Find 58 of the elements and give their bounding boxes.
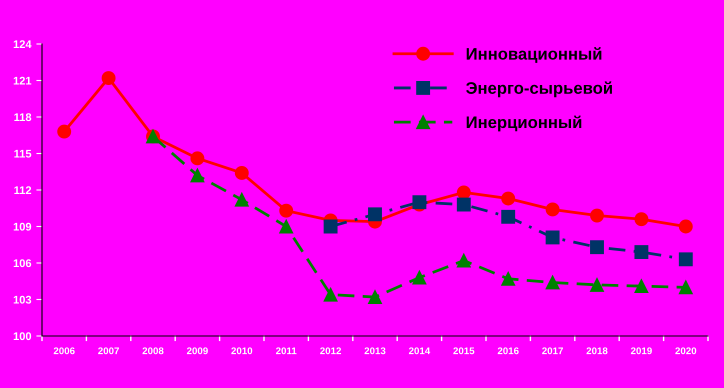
y-tick-label: 121 <box>14 76 32 85</box>
y-tick-label: 115 <box>14 150 32 158</box>
y-tick-label: 106 <box>14 259 32 268</box>
x-tick-label: 2018 <box>586 347 608 354</box>
point <box>456 185 471 200</box>
point <box>634 212 648 226</box>
y-tick-label: 109 <box>14 222 32 231</box>
x-tick-label: 2020 <box>675 347 696 354</box>
point <box>324 288 338 302</box>
point <box>102 71 116 86</box>
point <box>501 272 516 286</box>
point <box>279 204 294 218</box>
point <box>456 254 471 268</box>
point <box>234 166 249 180</box>
x-tick-label: 2019 <box>630 347 652 354</box>
point <box>546 230 560 244</box>
x-tick-label: 2010 <box>231 347 252 354</box>
point <box>190 168 204 182</box>
point <box>456 198 471 212</box>
point <box>234 192 249 207</box>
point <box>190 151 204 166</box>
point <box>634 279 648 294</box>
point <box>368 290 382 304</box>
point <box>501 192 516 206</box>
x-tick-label: 2017 <box>542 347 563 354</box>
legend-label: Энерго-сырьевой <box>466 81 612 98</box>
y-tick-label: 103 <box>14 296 32 304</box>
y-tick-label: 100 <box>14 332 32 340</box>
x-tick-label: 2016 <box>498 347 519 354</box>
point <box>590 208 604 222</box>
x-tick-label: 2015 <box>453 347 474 354</box>
point <box>412 270 426 285</box>
point <box>678 280 693 294</box>
point <box>590 278 604 292</box>
point <box>590 240 604 254</box>
point <box>634 245 648 259</box>
x-tick-label: 2013 <box>364 347 386 354</box>
point <box>324 220 338 234</box>
x-tick-label: 2011 <box>276 347 296 354</box>
point <box>546 276 560 290</box>
point <box>501 210 516 224</box>
y-tick-label: 112 <box>14 186 32 194</box>
x-tick-label: 2006 <box>54 347 75 354</box>
point <box>678 252 693 266</box>
point <box>546 202 560 216</box>
x-tick-label: 2008 <box>142 347 164 354</box>
x-tick-label: 2007 <box>98 347 119 354</box>
point <box>678 220 693 234</box>
point <box>368 207 382 222</box>
point <box>279 220 294 234</box>
legend-label: Инерционный <box>466 116 582 132</box>
point <box>57 124 72 139</box>
y-tick-label: 118 <box>14 113 32 122</box>
x-tick-label: 2014 <box>408 347 430 354</box>
x-tick-label: 2009 <box>186 347 208 354</box>
x-tick-label: 2012 <box>320 347 342 354</box>
y-tick-label: 124 <box>14 40 32 48</box>
legend-label: Инновационный <box>466 47 602 63</box>
